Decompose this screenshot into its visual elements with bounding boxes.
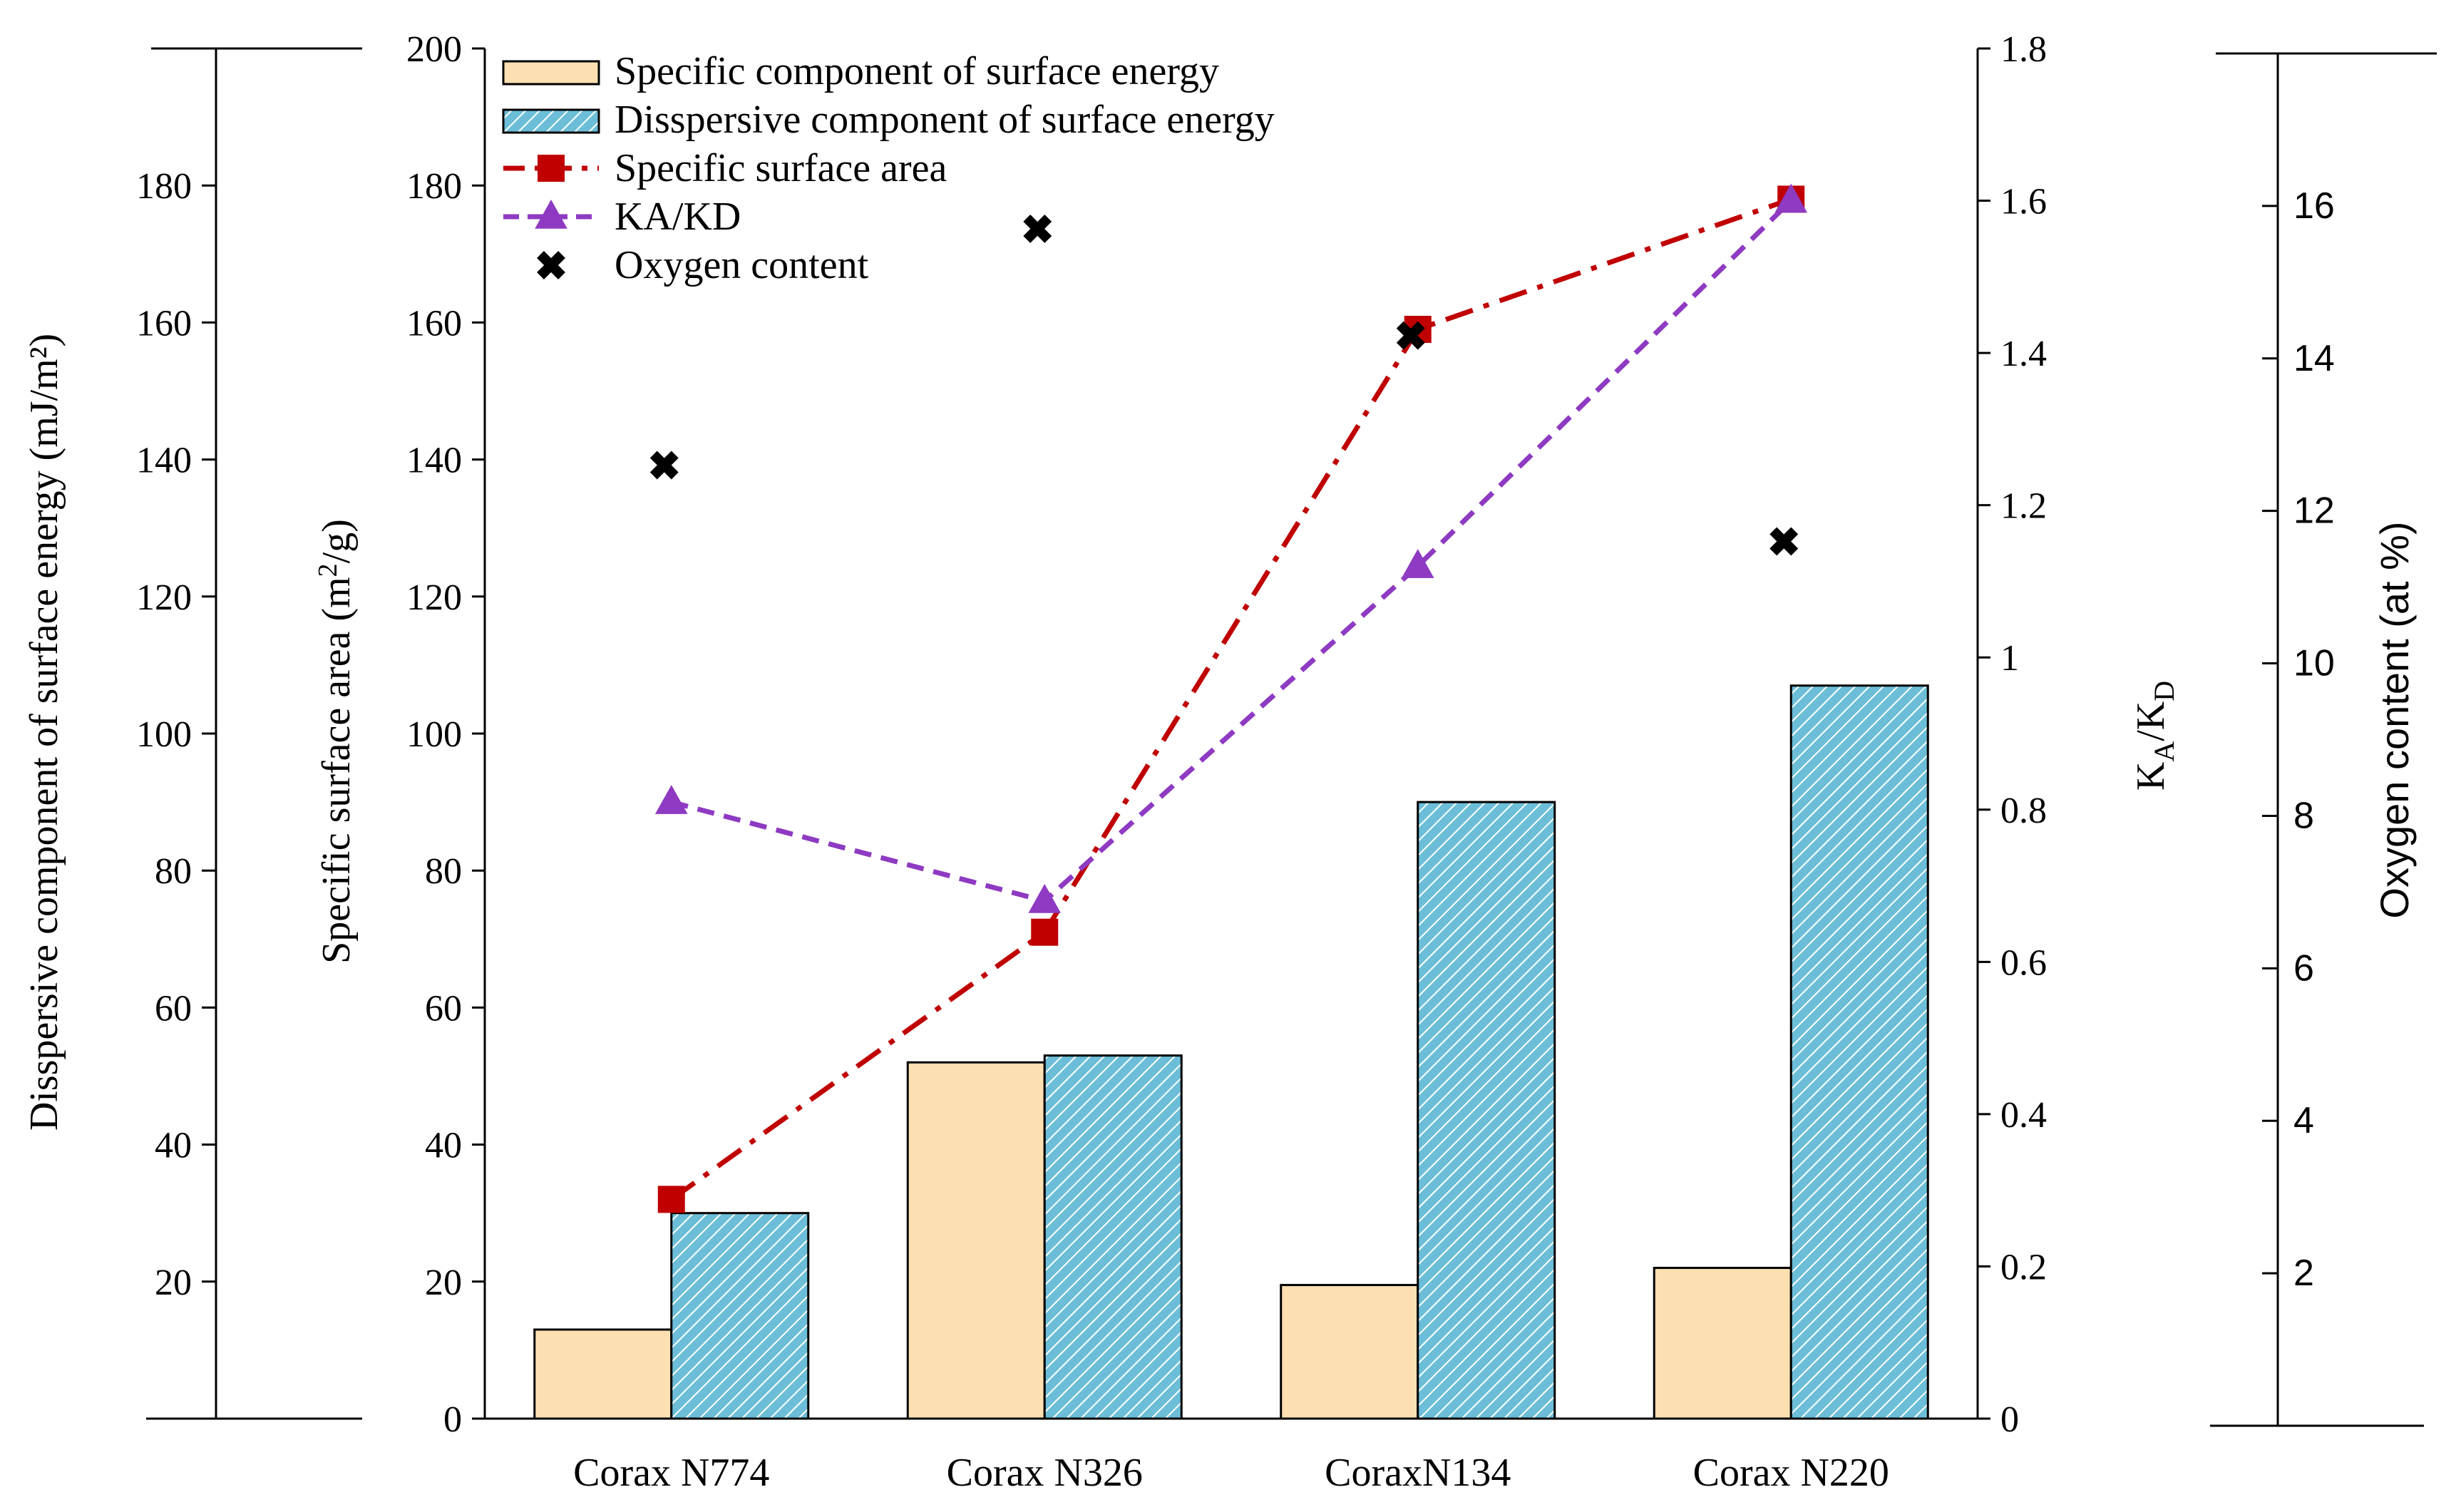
bar-specific-0 [533,1328,673,1420]
outer-left-tick-label-6: 140 [136,441,192,481]
legend-label-ssa: Specific surface area [615,146,947,190]
oxygen-tick-label-6: 14 [2293,338,2335,379]
bar-dispersive-1 [1043,1054,1183,1420]
outer-left-tick-label-1: 40 [155,1126,192,1166]
primary-y-tick-label-9: 180 [406,166,462,207]
category-label-3: Corax N220 [1693,1451,1889,1495]
outer-left-tick-label-7: 160 [136,303,192,344]
oxygen-tick-label-3: 8 [2293,795,2314,836]
point-ka-kd-1 [1028,883,1062,913]
primary-y-tick-label-8: 160 [406,303,462,344]
legend: Specific component of surface energy Diss… [502,49,1275,287]
primary-y-tick-label-6: 120 [406,577,462,618]
series-line-ka-kd [670,199,1793,904]
bar-specific-3 [1653,1267,1792,1420]
bar-dispersive-3 [1789,684,1929,1420]
ka-kd-tick-label-4: 0.8 [2000,791,2047,831]
primary-y-tick-label-2: 40 [425,1126,462,1166]
outer-left-tick-label-2: 60 [155,988,192,1029]
oxygen-tick-label-1: 4 [2293,1100,2314,1141]
primary-y-tick-label-1: 20 [425,1262,462,1303]
point-ka-kd-2 [1401,549,1434,578]
ka-kd-tick-label-8: 1.6 [2000,182,2047,222]
point-ka-kd-3 [1774,183,1808,213]
outer-left-tick-label-8: 180 [136,166,192,207]
point-specific-surface-area-1 [1031,918,1059,946]
outer-left-tick-label-0: 20 [155,1262,192,1303]
ka-kd-tick-label-6: 1.2 [2000,486,2047,527]
legend-marker-ka-kd [535,200,567,229]
legend-label-oxygen: Oxygen content [615,243,869,287]
outer-left-axis-title: Disspersive component of surface energy … [22,334,66,1131]
series-line-specific-surface-area [669,197,1792,1202]
ka-kd-tick-label-3: 0.6 [2000,942,2047,983]
oxygen-tick-label-7: 16 [2293,185,2335,227]
line-layer [649,183,1808,1213]
ka-kd-tick-label-5: 1 [2000,638,2019,679]
point-oxygen-content-3 [1769,527,1799,556]
point-oxygen-content-0 [649,451,679,480]
point-oxygen-content-1 [1023,215,1052,243]
oxygen-tick-label-2: 6 [2293,947,2314,989]
outer-left-tick-label-5: 120 [136,577,192,618]
point-specific-surface-area-0 [657,1186,685,1213]
outer-left-tick-label-4: 100 [136,714,192,755]
category-label-1: Corax N326 [947,1451,1143,1495]
outer-left-tick-label-3: 80 [155,851,192,892]
point-oxygen-content-2 [1396,321,1425,350]
primary-y-tick-label-4: 80 [425,851,462,892]
legend-label-dispersive: Disspersive component of surface energy [615,98,1275,142]
primary-y-tick-label-5: 100 [406,714,462,755]
legend-marker-ssa [538,155,565,182]
legend-marker-oxygen [537,251,565,279]
legend-label-ka-kd: KA/KD [615,195,741,239]
oxygen-tick-label-4: 10 [2293,643,2335,684]
ka-kd-tick-label-7: 1.4 [2000,334,2047,374]
bar-specific-1 [906,1061,1046,1420]
legend-swatch-dispersive [502,108,600,134]
oxygen-axis-title: Oxygen content (at %) [2372,521,2417,918]
bar-dispersive-0 [670,1212,810,1420]
ka-kd-tick-label-0: 0 [2000,1399,2019,1440]
category-label-0: Corax N774 [573,1451,769,1495]
oxygen-tick-label-0: 2 [2293,1253,2314,1294]
ka-kd-tick-label-2: 0.4 [2000,1095,2047,1136]
oxygen-tick-label-5: 12 [2293,490,2335,532]
legend-label-specific: Specific component of surface energy [615,49,1219,93]
ka-kd-tick-label-9: 1.8 [2000,29,2047,70]
bar-dispersive-2 [1417,801,1556,1420]
primary-y-axis-title: Specific surface area (m2/g) [313,519,359,964]
primary-y-tick-label-10: 200 [406,29,462,70]
primary-y-tick-label-7: 140 [406,441,462,481]
point-ka-kd-0 [654,785,688,814]
ka-kd-axis-title: KA/KD [2129,681,2180,791]
category-label-2: CoraxN134 [1325,1451,1511,1495]
bar-layer [533,684,1929,1420]
legend-swatch-specific [502,60,600,86]
primary-y-tick-label-0: 0 [443,1399,462,1440]
bar-specific-2 [1280,1284,1419,1420]
primary-y-tick-label-3: 60 [425,988,462,1029]
ka-kd-tick-label-1: 0.2 [2000,1247,2047,1287]
